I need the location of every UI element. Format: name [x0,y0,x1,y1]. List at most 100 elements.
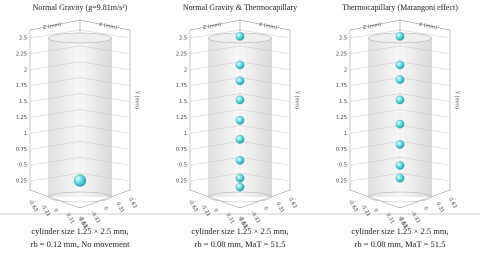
panel-title: Thermocapillary (Marangoni effect) [342,3,458,12]
grid-line [399,172,451,182]
grid-line [189,125,241,134]
grid-line [399,93,451,102]
x-tick-label: 0.31 [384,212,395,225]
bubble [395,60,405,70]
z-tick-label: 1 [344,131,347,137]
bubble [235,95,245,105]
bubble [235,135,245,144]
caption-line: cylinder size 1.25 × 2.5 mm, [351,226,448,236]
caption-line: cylinder size 1.25 × 2.5 mm, [31,226,128,236]
z-tick-label: 0.5 [19,163,27,169]
grid-line [349,93,401,102]
grid-line [399,157,451,166]
grid-line [29,29,81,39]
grid-line [399,125,451,134]
bubble [395,173,405,183]
y-tick-label: 0.31 [274,201,285,214]
grid-line [349,172,401,182]
x-tick-label: 0.63 [237,217,248,230]
bubble [395,161,405,170]
z-tick-label: 2.5 [339,36,347,42]
y-tick-label: 0 [422,206,429,212]
z-tick-label: 2 [24,67,27,73]
grid-line [189,157,241,166]
x-tick-label: -0.63 [187,199,199,213]
grid-line [399,61,451,70]
grid-line [239,109,291,118]
bubble [73,174,87,187]
grid-line [189,109,241,118]
z-tick-label: 0.5 [179,163,187,169]
grid-line [349,157,401,166]
grid-line [399,45,451,55]
cylinder-base [47,191,113,203]
z-tick-label: 1 [24,131,27,137]
z-tick-label: 1.75 [16,83,27,89]
grid-line [189,45,241,55]
box-edge [239,189,291,209]
y-tick-label: 0 [262,206,269,212]
box-edge [79,189,131,209]
grid-line [349,45,401,55]
x-tick-label: 0.31 [64,212,75,225]
y-tick-label: -0.63 [397,215,409,229]
grid-line [29,45,81,55]
grid-line [399,77,451,86]
grid-line [399,109,451,118]
grid-line [79,61,131,70]
bubble [235,115,245,125]
grid-line [79,109,131,118]
panel: Thermocapillary (Marangoni effect) 0.25 0.… [336,3,460,249]
grid-line [29,109,81,118]
grid-line [239,29,291,39]
caption-line: rb = 0.08 mm, MaT = 51.5 [195,239,286,249]
caption-line: cylinder size 1.25 × 2.5 mm, [191,226,288,236]
bubble [235,155,245,165]
y-tick-label: -0.63 [77,215,89,229]
z-axis-label: Z (mm) [202,22,222,32]
y-tick-label: -0.31 [249,210,261,224]
x-axis-label: X (mm) [258,22,278,32]
z-tick-label: 2 [184,67,187,73]
grid-line [399,29,451,39]
box-edge [29,189,81,209]
y-tick-label: 0.63 [127,197,138,210]
box-edge [399,189,451,209]
bubble [395,75,405,84]
x-tick-label: -0.31 [199,203,211,217]
grid-line [239,125,291,134]
x-tick-label: -0.63 [27,199,39,213]
grid-line [79,172,131,182]
y-axis-label: Y (mm) [454,90,460,109]
cylinder-top [47,32,113,44]
box-edge [399,19,451,31]
grid-line [29,157,81,166]
box-edge [189,189,241,209]
caption-line: rb = 0.08 mm, MaT = 51.5 [355,239,446,249]
box-edge [349,189,401,209]
x-tick-label: -0.63 [347,199,359,213]
caption-line: rb = 0.12 mm, No movement [31,239,131,249]
grid-line [239,93,291,102]
z-tick-label: 1.25 [336,115,347,121]
grid-line [239,141,291,150]
box-edge [29,19,81,31]
grid-line [349,29,401,39]
grid-line [189,141,241,150]
y-tick-label: 0.63 [287,197,298,210]
grid-line [79,125,131,134]
bubble [235,31,245,41]
y-axis-label: Y (mm) [294,90,300,109]
grid-line [79,93,131,102]
grid-line [79,77,131,86]
x-axis-label: X (mm) [418,22,438,32]
y-tick-label: -0.31 [409,210,421,224]
x-tick-label: -0.31 [39,203,51,217]
z-tick-label: 0.75 [336,147,347,153]
y-tick-label: 0.63 [447,197,458,210]
cylinder-base [367,191,433,203]
z-tick-label: 2.5 [19,36,27,42]
x-axis-label: X (mm) [98,22,118,32]
grid-line [29,77,81,86]
